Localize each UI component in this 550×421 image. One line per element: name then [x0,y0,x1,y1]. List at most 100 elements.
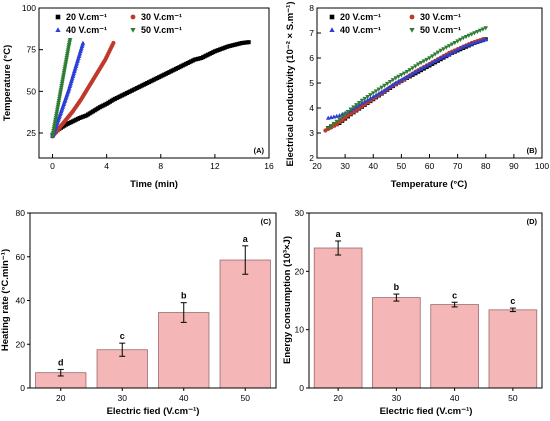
data-point-fill [64,55,70,60]
y-tick-label: 20 [16,339,26,349]
data-point [54,112,59,117]
data-point [66,44,72,49]
data-point-fill [67,41,72,46]
data-point-fill [410,71,415,76]
y-tick-label: 0 [20,383,25,393]
data-point-fill [61,70,67,75]
data-point [404,70,410,75]
data-point-fill [60,78,65,83]
data-point-fill [59,85,64,90]
data-point-fill [328,124,334,129]
x-tick-label: 12 [210,161,220,171]
y-tick-label: 30 [295,208,305,218]
data-point-fill [354,103,359,108]
data-point-fill [342,112,348,117]
data-point [393,80,399,85]
panel-a-ticks: 0 4 8 12 16 25 50 75 100 [22,3,274,171]
data-point-fill [385,81,390,87]
data-point-fill [446,44,452,49]
x-tick-label: 20 [333,393,343,403]
data-point-fill [441,47,446,52]
data-point [67,37,73,43]
data-point-fill [351,105,356,110]
series-2 [50,40,116,139]
data-point-fill [418,60,424,66]
significance-letter: b [181,291,187,301]
data-point-fill [331,121,337,127]
y-tick-label: 80 [16,208,26,218]
panel-c-ylabel: Heating rate (°C.min⁻¹) [0,249,11,351]
legend-marker [409,14,415,20]
data-point-fill [452,40,458,46]
data-point [370,94,376,99]
panel-a-frame [38,7,270,159]
significance-letter: a [336,229,342,239]
bar [219,259,271,389]
panel-a: 0 4 8 12 16 25 50 75 100 20 V.cm⁻¹ 30 V.cm⁻¹ 40 V.… [2,3,274,190]
data-point-fill [59,84,64,89]
data-point-fill [56,100,61,105]
data-point-fill [52,123,57,128]
bar [488,309,538,389]
data-point-fill [345,110,351,115]
data-point-fill [340,111,345,116]
y-tick-label: 5 [309,78,314,88]
legend-marker [329,27,335,32]
data-point [111,40,116,46]
legend-entry: 20 V.cm⁻¹ [66,12,107,22]
legend-entry: 50 V.cm⁻¹ [420,25,461,35]
x-tick-label: 16 [264,161,274,171]
data-point-fill [61,72,66,77]
data-point-fill [365,97,370,102]
data-point-fill [444,45,449,50]
panel-a-legend: 20 V.cm⁻¹ 30 V.cm⁻¹ 40 V.cm⁻¹ 50 V.cm⁻¹ [55,12,182,35]
data-point-fill [399,77,404,82]
legend-marker [130,14,136,20]
data-point-fill [362,99,368,104]
data-point [483,36,489,41]
data-point-fill [390,82,396,87]
data-point-fill [463,35,469,40]
data-point-fill [50,130,56,135]
y-tick-label: 20 [295,266,305,276]
y-tick-label: 4 [309,103,314,113]
bar [430,304,479,389]
x-tick-label: 40 [369,161,379,171]
data-point [59,82,65,87]
data-point-fill [63,63,68,68]
data-point-fill [385,86,390,91]
data-point [483,26,489,31]
data-point [382,88,387,93]
data-point [50,134,55,139]
panel-c-marks: d c b a [35,234,271,389]
data-point [460,36,466,41]
panel-d-ylabel: Energy consumption (10³×J) [282,236,293,364]
data-point-fill [477,28,483,33]
data-point [56,97,62,102]
data-point-fill [387,80,393,85]
data-point-fill [356,100,362,106]
panel-b-marks [323,26,489,133]
data-point-fill [407,72,413,77]
panel-c-xlabel: Electric fied (V.cm⁻¹) [107,406,200,417]
data-point [65,52,70,57]
series-4 [50,37,73,139]
data-point-fill [455,39,460,44]
y-tick-label: 100 [22,3,36,13]
y-tick-label: 40 [16,296,26,306]
data-point-fill [54,108,60,113]
data-point-fill [64,57,69,62]
data-point [415,68,421,73]
legend-entry: 30 V.cm⁻¹ [420,12,461,22]
data-point-fill [435,57,441,62]
panel-d-xlabel: Electric fied (V.cm⁻¹) [380,406,473,417]
x-tick-label: 40 [450,393,460,403]
x-tick-label: 30 [340,161,350,171]
y-tick-label: 0 [299,383,304,393]
data-point-fill [466,33,472,38]
data-point [393,76,399,81]
data-point-fill [376,87,382,92]
data-point-fill [50,132,56,137]
series-1 [50,40,251,137]
